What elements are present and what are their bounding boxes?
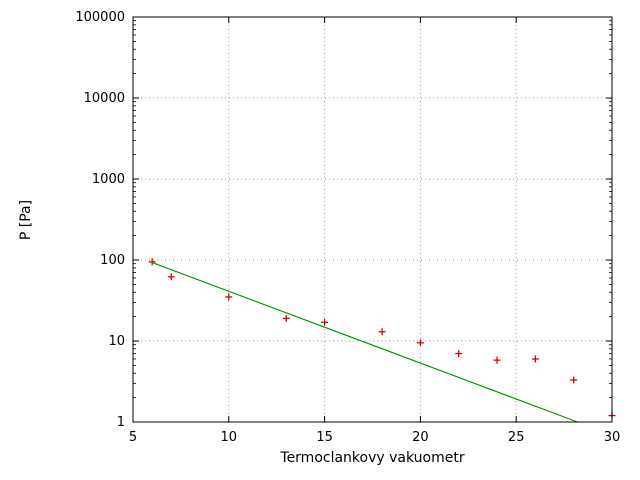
- svg-text:5: 5: [129, 430, 137, 445]
- svg-text:10: 10: [221, 430, 238, 445]
- svg-text:10000: 10000: [84, 91, 125, 106]
- svg-text:1: 1: [117, 415, 125, 430]
- svg-text:10: 10: [108, 334, 125, 349]
- svg-text:25: 25: [508, 430, 525, 445]
- svg-text:1000: 1000: [92, 172, 125, 187]
- svg-text:100000: 100000: [75, 10, 125, 25]
- svg-text:30: 30: [604, 430, 621, 445]
- y-axis-label: P [Pa]: [18, 199, 34, 241]
- x-axis-label: Termoclankovy vakuometr: [280, 450, 465, 466]
- svg-text:15: 15: [316, 430, 333, 445]
- svg-text:100: 100: [100, 253, 125, 268]
- svg-text:20: 20: [412, 430, 429, 445]
